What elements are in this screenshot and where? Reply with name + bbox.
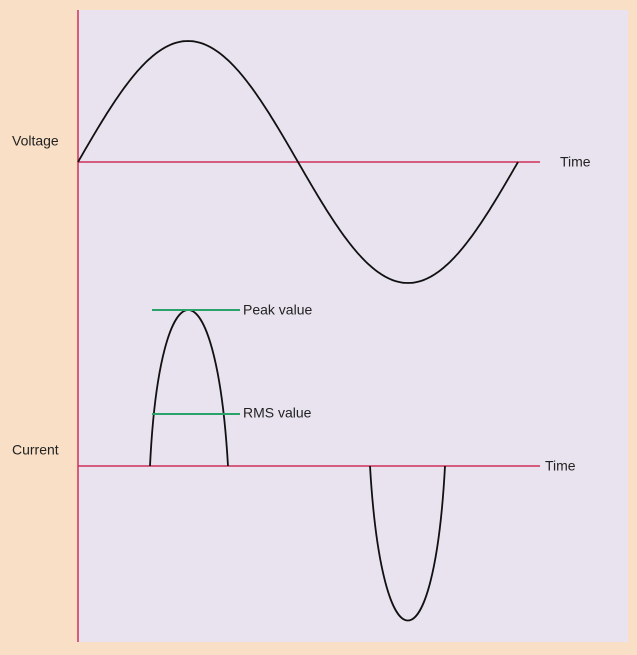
current-label: Current — [12, 442, 59, 458]
time-label: Time — [545, 458, 576, 474]
panel — [78, 10, 628, 642]
current-negative-pulse — [369, 465, 446, 622]
peak-label: Peak value — [243, 302, 312, 318]
rms-label: RMS value — [243, 405, 312, 421]
time-label: Time — [560, 154, 591, 170]
voltage-label: Voltage — [12, 133, 59, 149]
voltage-wave — [77, 40, 519, 284]
